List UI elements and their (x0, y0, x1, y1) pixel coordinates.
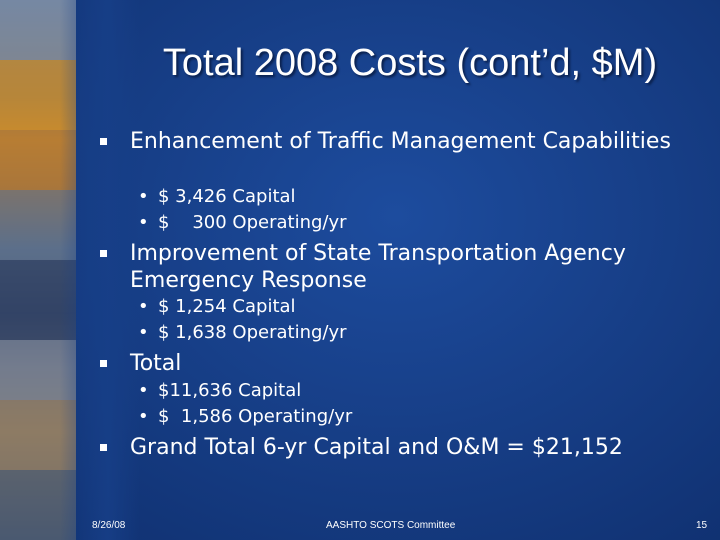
square-bullet-icon (100, 360, 107, 367)
bullet-text: Grand Total 6-yr Capital and O&M = $21,1… (130, 435, 623, 460)
footer-center: AASHTO SCOTS Committee (326, 520, 456, 531)
footer-date: 8/26/08 (92, 520, 126, 531)
sub-bullet-text: $11,636 Capital (158, 380, 302, 401)
sub-bullet-icon: • (138, 380, 149, 401)
sub-bullet-item: • $ 1,586 Operating/yr (138, 406, 352, 428)
sub-bullet-icon: • (138, 296, 149, 317)
bullet-text: Enhancement of Traffic Management Capabi… (130, 129, 671, 154)
page-number: 15 (696, 520, 708, 531)
sub-bullet-item: • $ 1,254 Capital (138, 296, 296, 318)
sub-bullet-text: $ 1,586 Operating/yr (158, 406, 353, 427)
sub-bullet-text: $ 1,254 Capital (158, 296, 296, 317)
slide-title: Total 2008 Costs (cont’d, $M) (162, 42, 658, 84)
sub-bullet-item: • $ 1,638 Operating/yr (138, 322, 347, 344)
sub-bullet-item: • $11,636 Capital (138, 380, 301, 402)
bullet-text: Improvement of State Transportation Agen… (130, 241, 626, 293)
sub-bullet-text: $ 3,426 Capital (158, 186, 296, 207)
sub-bullet-text: $ 300 Operating/yr (158, 212, 347, 233)
square-bullet-icon (100, 138, 107, 145)
sub-bullet-item: • $ 3,426 Capital (138, 186, 296, 208)
square-bullet-icon (100, 250, 107, 257)
sub-bullet-item: • $ 300 Operating/yr (138, 212, 347, 234)
sub-bullet-icon: • (138, 186, 149, 207)
sub-bullet-icon: • (138, 212, 149, 233)
bullet-text: Total (130, 351, 182, 376)
sub-bullet-icon: • (138, 406, 149, 427)
sub-bullet-text: $ 1,638 Operating/yr (158, 322, 347, 343)
sub-bullet-icon: • (138, 322, 149, 343)
square-bullet-icon (100, 444, 107, 451)
